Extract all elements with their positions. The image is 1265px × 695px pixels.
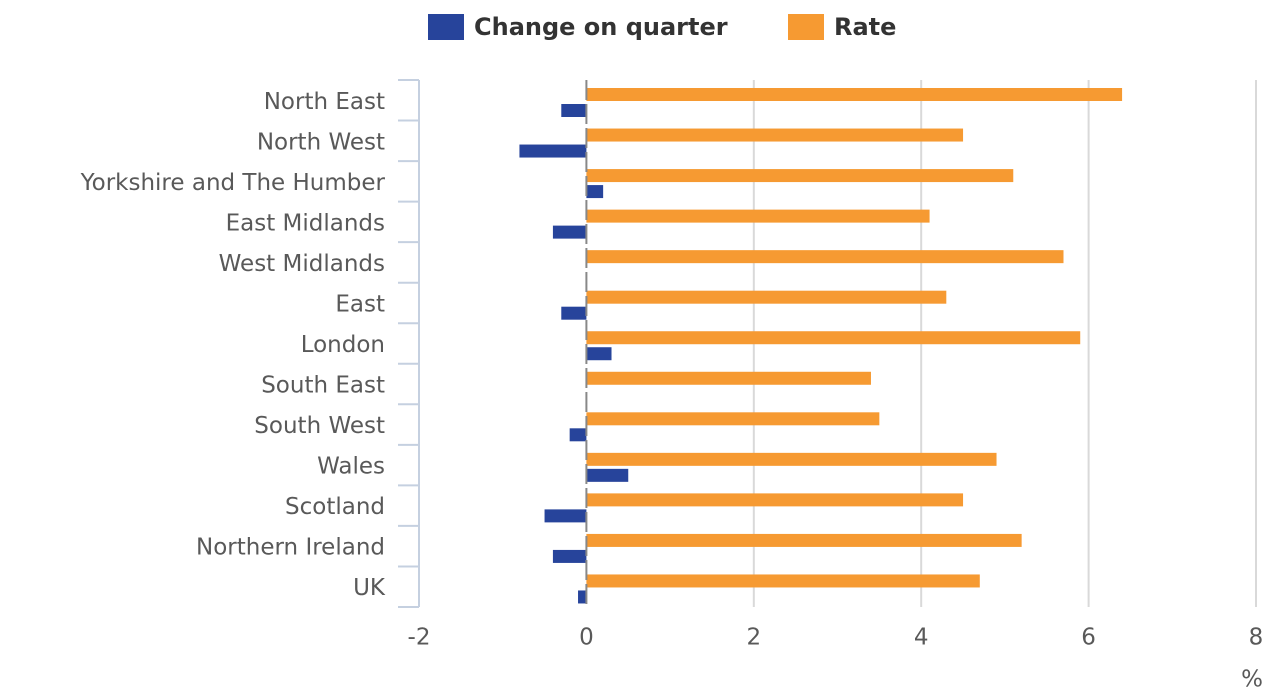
x-axis-label: %: [1241, 667, 1263, 692]
bar: [586, 128, 964, 142]
category-label: South West: [254, 413, 385, 439]
category-label: Northern Ireland: [196, 535, 385, 561]
legend-label: Rate: [834, 13, 896, 41]
bar: [586, 209, 930, 223]
bar: [544, 509, 587, 523]
category-label: UK: [353, 575, 386, 601]
category-label: Scotland: [285, 494, 385, 520]
bar: [519, 144, 587, 158]
category-label: Yorkshire and The Humber: [80, 170, 386, 196]
bar: [552, 225, 587, 239]
bar: [578, 590, 587, 604]
x-tick-label: 4: [914, 625, 929, 651]
bar: [586, 290, 947, 304]
legend-label: Change on quarter: [474, 13, 728, 41]
bar: [561, 306, 587, 320]
bar: [586, 533, 1022, 547]
bar: [586, 250, 1064, 264]
bar: [586, 574, 980, 588]
bar: [586, 452, 997, 466]
category-label: North West: [257, 129, 385, 155]
x-tick-label: 0: [579, 625, 594, 651]
category-label: East Midlands: [226, 210, 385, 236]
legend-swatch: [428, 14, 464, 40]
legend-swatch: [788, 14, 824, 40]
bar: [586, 371, 871, 385]
x-tick-label: 2: [746, 625, 761, 651]
bar: [586, 412, 880, 426]
bar: [561, 104, 587, 117]
bar: [586, 331, 1081, 345]
category-label: South East: [261, 373, 385, 399]
x-tick-label: 8: [1249, 625, 1264, 651]
bar: [586, 468, 629, 482]
bar: [586, 185, 604, 199]
category-label: Wales: [317, 454, 385, 480]
bar: [586, 169, 1014, 183]
category-label: West Midlands: [219, 251, 385, 277]
bar: [586, 347, 612, 361]
x-tick-label: -2: [408, 625, 431, 651]
bar: [552, 549, 587, 563]
bar: [586, 493, 964, 507]
category-label: London: [301, 332, 385, 358]
category-label: East: [335, 291, 385, 317]
category-label: North East: [264, 89, 385, 115]
bar: [569, 428, 587, 442]
x-tick-label: 6: [1081, 625, 1096, 651]
bar: [586, 88, 1123, 101]
